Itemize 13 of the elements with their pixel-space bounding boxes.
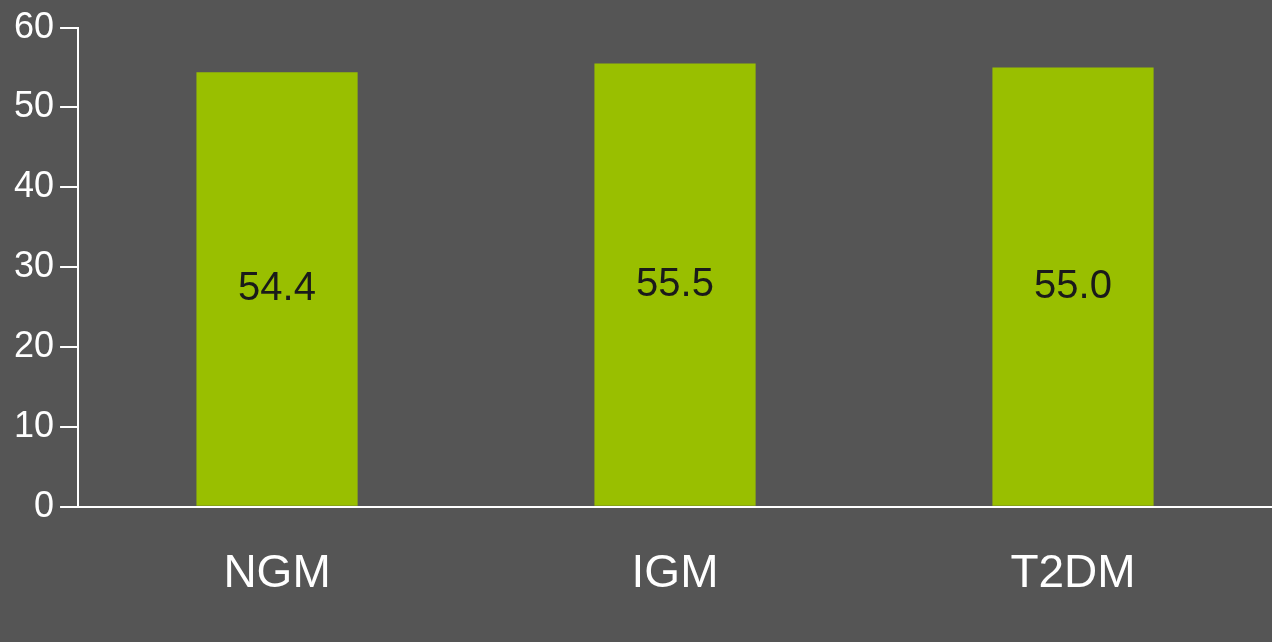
y-tick-label: 50: [14, 84, 55, 126]
y-tick-label: 60: [14, 4, 55, 46]
y-tick-label: 10: [14, 403, 55, 445]
y-tick-label: 0: [34, 483, 55, 525]
x-tick-label: NGM: [223, 545, 331, 598]
y-tick-label: 20: [14, 323, 55, 365]
data-label: 55.5: [636, 259, 714, 304]
y-tick-label: 40: [14, 164, 55, 206]
x-tick-label: IGM: [631, 545, 719, 598]
data-label: 55.0: [1034, 261, 1112, 306]
y-tick-label: 30: [14, 244, 55, 286]
x-tick-label: T2DM: [1010, 545, 1136, 598]
data-label: 54.4: [238, 264, 316, 309]
